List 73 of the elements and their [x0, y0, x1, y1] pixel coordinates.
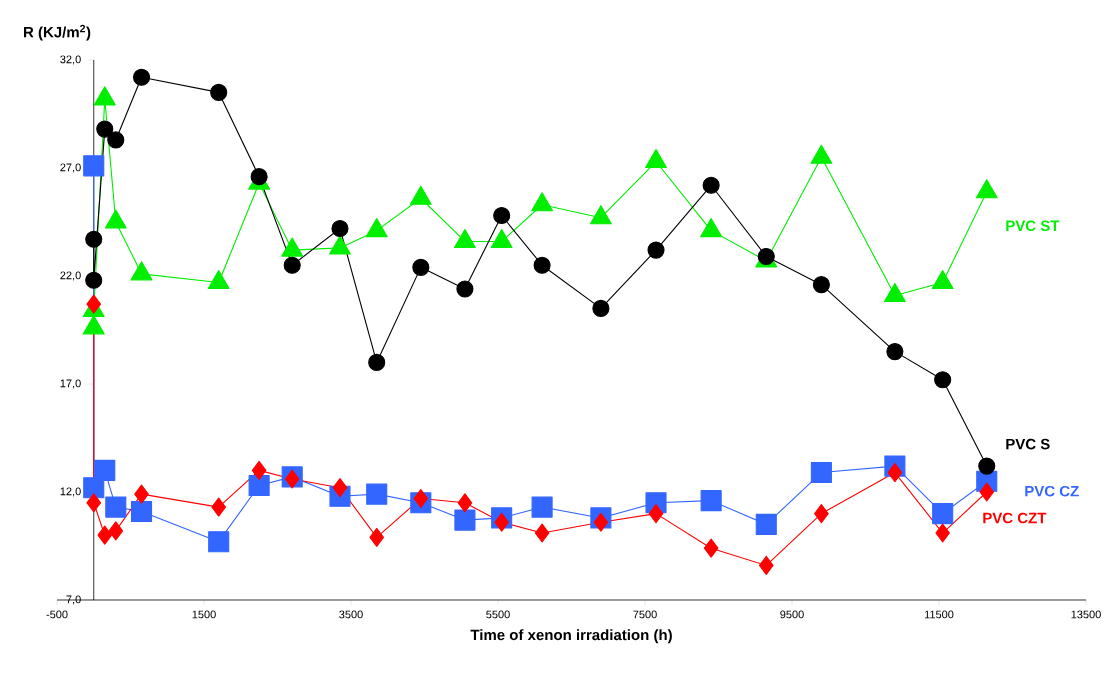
point — [332, 478, 348, 498]
point — [96, 120, 114, 138]
point — [886, 343, 904, 361]
point — [702, 176, 720, 194]
point — [493, 206, 511, 225]
y-tick-label: 7,0 — [66, 595, 81, 605]
x-tick-label: 7500 — [633, 610, 657, 619]
point — [758, 555, 774, 575]
point — [130, 500, 153, 522]
point — [134, 484, 149, 504]
point — [85, 230, 103, 248]
x-tick-label: 11500 — [924, 610, 954, 619]
point — [978, 457, 996, 475]
point — [593, 512, 609, 532]
point — [108, 521, 124, 541]
x-tick-label: 1500 — [192, 610, 216, 619]
point — [979, 482, 995, 502]
point — [107, 131, 125, 149]
point — [456, 280, 474, 298]
point — [251, 460, 267, 480]
point — [210, 83, 228, 101]
point — [887, 463, 903, 483]
series-label: PVC CZT — [983, 512, 1047, 524]
y-axis-title: R (KJ/m$^{2}$) — [24, 24, 91, 41]
point — [132, 68, 151, 86]
point — [703, 538, 719, 558]
x-tick-label: 13500 — [1071, 610, 1101, 619]
point — [755, 513, 777, 535]
point — [283, 256, 301, 274]
point — [531, 496, 553, 518]
point — [86, 493, 102, 513]
point — [457, 493, 473, 513]
y-tick-label: 27,0 — [60, 163, 81, 173]
point — [934, 371, 952, 389]
series-label: PVC ST — [1006, 220, 1060, 232]
point — [248, 474, 270, 497]
point — [810, 462, 832, 484]
point — [494, 512, 509, 532]
point — [648, 504, 664, 524]
point — [700, 490, 722, 512]
point — [85, 271, 103, 289]
point — [932, 503, 954, 525]
point — [935, 523, 950, 543]
point — [814, 504, 829, 524]
point — [533, 256, 551, 274]
point — [105, 496, 127, 518]
x-tick-label: -500 — [46, 610, 68, 619]
point — [592, 299, 610, 317]
series-label: PVC CZ — [1025, 485, 1079, 497]
y-tick-label: 12,0 — [60, 487, 81, 497]
point — [369, 527, 385, 547]
x-tick-label: 9500 — [780, 610, 804, 619]
point — [97, 525, 113, 545]
point — [368, 353, 386, 371]
point — [94, 459, 116, 481]
y-tick-label: 22,0 — [60, 271, 81, 281]
x-tick-label: 5500 — [486, 610, 510, 619]
point — [647, 241, 665, 259]
series-label: PVC S — [1006, 438, 1050, 450]
x-tick-label: 3500 — [339, 610, 363, 619]
point — [413, 488, 429, 509]
y-tick-label: 17,0 — [60, 379, 81, 389]
point — [534, 523, 550, 543]
point — [211, 497, 226, 517]
y-tick-label: 32,0 — [60, 55, 81, 65]
point — [812, 276, 830, 294]
x-axis-title: Time of xenon irradiation (h) — [470, 629, 672, 644]
point — [331, 219, 349, 238]
point — [83, 155, 105, 177]
point — [454, 509, 476, 531]
point — [366, 483, 388, 505]
point — [208, 531, 230, 553]
point — [412, 258, 430, 276]
